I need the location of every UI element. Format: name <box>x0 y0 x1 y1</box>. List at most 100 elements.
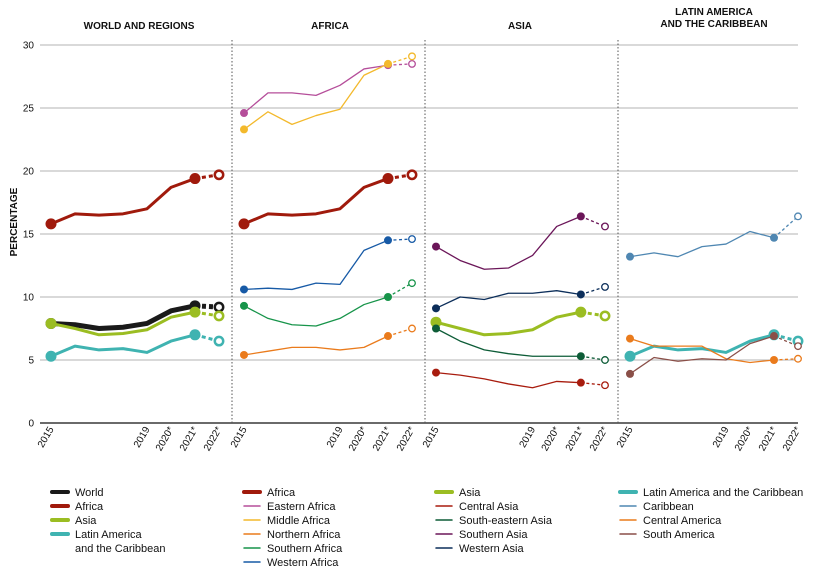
series-line <box>629 335 775 375</box>
data-point-2015 <box>240 125 248 134</box>
series-africa <box>45 169 225 230</box>
legend-item-africa: Africa <box>242 487 296 499</box>
legend-item-central-asia: Central Asia <box>435 501 519 513</box>
data-point-2022-projection <box>408 279 416 288</box>
legend-item-caribbean: Caribbean <box>619 501 694 513</box>
legend-label: Northern Africa <box>267 529 341 541</box>
data-point-2021 <box>770 233 778 242</box>
series-central-america <box>626 334 802 364</box>
x-tick-label: 2015 <box>421 425 442 450</box>
data-point-2021 <box>189 329 201 341</box>
data-point-2021 <box>189 306 201 318</box>
legend-label: and the Caribbean <box>75 543 166 555</box>
series-central-asia <box>432 368 609 390</box>
x-tick-label: 2022* <box>588 425 611 453</box>
panel-africa: AFRICA 2015 2019 2020* 2021* 2022* <box>229 21 418 453</box>
series-northern-africa <box>240 324 416 359</box>
series-line <box>243 335 389 356</box>
y-tick-label: 15 <box>23 230 35 241</box>
series-projection-line <box>773 335 799 347</box>
legend-label: Middle Africa <box>267 515 331 527</box>
legend-item-central-america: Central America <box>619 515 722 527</box>
series-western-asia <box>432 282 609 313</box>
series-caribbean <box>626 212 802 261</box>
series-line <box>242 177 390 226</box>
data-point-2015 <box>238 218 250 230</box>
legend-label: Africa <box>75 501 104 513</box>
x-tick-label: 2015 <box>615 425 636 450</box>
x-tick-label: 2019 <box>325 425 346 450</box>
legend-item-south-america: South America <box>619 529 715 541</box>
data-point-2022-projection <box>601 381 609 390</box>
series-line <box>49 177 197 226</box>
panel-title: ASIA <box>508 21 532 32</box>
data-point-2022-projection <box>213 335 225 347</box>
series-line <box>435 215 582 270</box>
legend-item-southern-africa: Southern Africa <box>243 543 343 555</box>
legend-label: Western Asia <box>459 543 524 555</box>
legend-item-world: World <box>50 487 104 499</box>
series-projection-line <box>773 215 799 239</box>
series-line <box>435 371 582 389</box>
x-tick-label: 2020* <box>154 425 177 453</box>
legend-item-southern-asia: Southern Asia <box>435 529 528 541</box>
data-point-2022-projection <box>408 59 416 68</box>
series-projection-line <box>580 355 606 361</box>
legend-label: Southern Asia <box>459 529 528 541</box>
panel-world-and-regions: WORLD AND REGIONS 2015 2019 2020* 2021* 2022* <box>36 21 225 453</box>
data-point-2015 <box>626 252 634 261</box>
legend-item-latin-america-and-the-caribbean: Latin America and the Caribbean <box>618 487 803 499</box>
legend-label: South-eastern Asia <box>459 515 553 527</box>
legend-item-middle-africa: Middle Africa <box>243 515 331 527</box>
y-tick-label: 20 <box>23 167 35 178</box>
series-line <box>435 327 582 357</box>
x-tick-label: 2021* <box>371 425 394 453</box>
data-point-2015 <box>240 350 248 359</box>
series-projection-line <box>773 358 799 361</box>
x-tick-label: 2020* <box>540 425 563 453</box>
series-line <box>243 63 389 131</box>
data-point-2015 <box>432 368 440 377</box>
panel-title: AND THE CARIBBEAN <box>660 19 767 30</box>
data-point-2015 <box>432 304 440 313</box>
x-tick-label: 2022* <box>202 425 225 453</box>
data-point-2022-projection <box>408 52 416 61</box>
data-point-2022-projection <box>213 301 225 313</box>
x-tick-label: 2021* <box>564 425 587 453</box>
legend-label: Southern Africa <box>267 543 343 555</box>
data-point-2021 <box>189 173 201 185</box>
data-point-2021 <box>384 236 392 245</box>
panel-title: WORLD AND REGIONS <box>84 21 195 32</box>
series-projection-line <box>580 286 606 296</box>
data-point-2021 <box>384 293 392 301</box>
series-line <box>629 337 775 364</box>
legend-label: Africa <box>267 487 296 499</box>
x-tick-label: 2021* <box>757 425 780 453</box>
data-point-2021 <box>770 356 778 364</box>
y-axis-label: PERCENTAGE <box>9 187 20 256</box>
legend-item-africa: Africa <box>50 501 104 513</box>
legend-item-western-asia: Western Asia <box>435 543 524 555</box>
data-point-2021 <box>576 352 585 361</box>
x-tick-label: 2019 <box>518 425 539 450</box>
series-south-america <box>626 332 802 378</box>
data-point-2022-projection <box>406 169 418 181</box>
series-projection-line <box>387 327 413 337</box>
series-projection-line <box>580 382 606 386</box>
gridlines: 0 5 10 15 20 25 30 <box>23 41 798 430</box>
legend-label: Eastern Africa <box>267 501 336 513</box>
data-point-2022-projection <box>794 354 802 363</box>
x-tick-label: 2015 <box>229 425 250 450</box>
x-tick-label: 2021* <box>178 425 201 453</box>
series-line <box>629 230 775 258</box>
legend-label: Western Africa <box>267 557 339 569</box>
series-line <box>435 290 582 309</box>
legend-item-south-eastern-asia: South-eastern Asia <box>435 515 553 527</box>
series-latin-america-and-the-caribbean <box>45 329 225 362</box>
legend-label: Central Asia <box>459 501 519 513</box>
data-point-2021 <box>576 290 585 299</box>
data-point-2015 <box>626 334 634 343</box>
series-projection-line <box>387 63 413 66</box>
